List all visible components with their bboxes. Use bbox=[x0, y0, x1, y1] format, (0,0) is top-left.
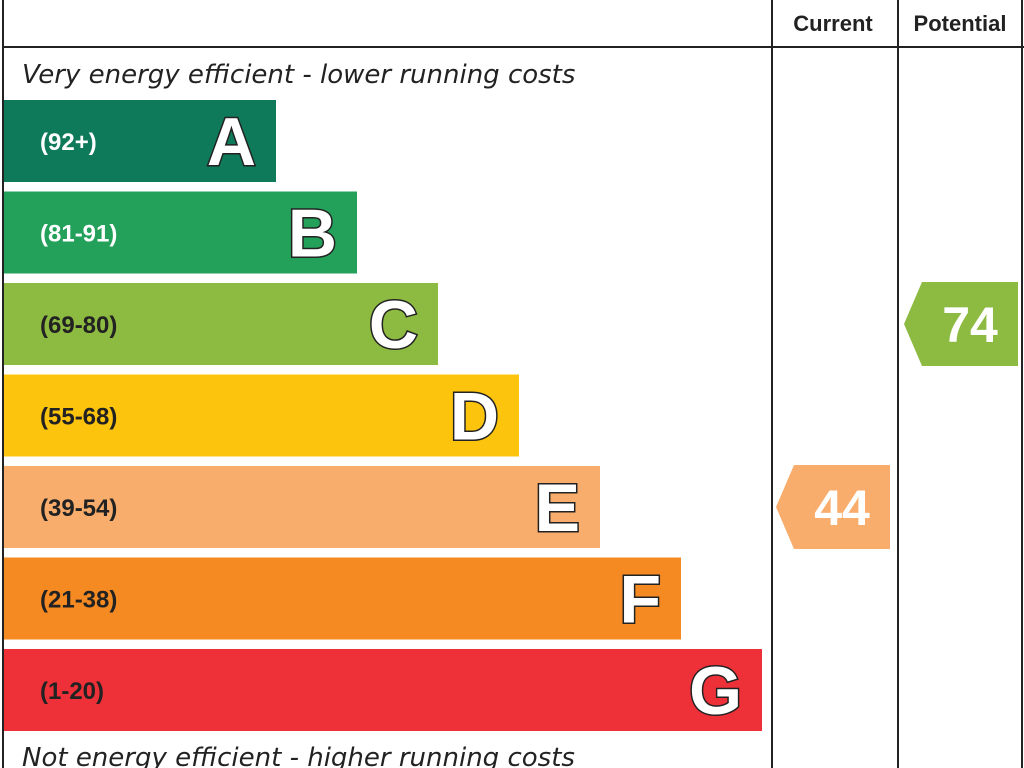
band-g: (1-20) G bbox=[4, 649, 762, 731]
band-c: (69-80) C bbox=[4, 283, 438, 365]
band-c-bar bbox=[4, 283, 438, 365]
top-caption: Very energy efficient - lower running co… bbox=[22, 60, 575, 90]
band-d-bar bbox=[4, 374, 519, 457]
band-f-letter: F bbox=[619, 562, 661, 638]
band-e: (39-54) E bbox=[4, 466, 600, 548]
current-score-arrow: 44 bbox=[776, 465, 890, 549]
band-b-letter: B bbox=[288, 196, 337, 272]
band-g-bar bbox=[4, 649, 762, 731]
band-e-letter: E bbox=[535, 470, 580, 546]
band-d-letter: D bbox=[450, 379, 499, 455]
band-b-bar bbox=[4, 191, 357, 274]
band-c-range-label: (69-80) bbox=[40, 312, 117, 339]
potential-score-shape bbox=[904, 282, 1018, 366]
band-g-letter: G bbox=[689, 653, 742, 729]
rating-bands: (92+) A (81-91) B (69-80) C (55-68) D (39-54) E (2… bbox=[4, 100, 762, 731]
band-e-bar bbox=[4, 466, 600, 548]
current-score-shape bbox=[776, 465, 890, 549]
band-a-letter: A bbox=[207, 104, 256, 180]
band-c-letter: C bbox=[369, 287, 418, 363]
band-f-range-label: (21-38) bbox=[40, 587, 117, 614]
band-f-bar bbox=[4, 557, 681, 640]
band-b-range-label: (81-91) bbox=[40, 221, 117, 248]
band-a-bar bbox=[4, 100, 276, 182]
current-column-header: Current bbox=[793, 11, 873, 36]
band-a-range-label: (92+) bbox=[40, 129, 97, 156]
band-f: (21-38) F bbox=[4, 557, 681, 640]
band-e-range-label: (39-54) bbox=[40, 495, 117, 522]
potential-column-header: Potential bbox=[914, 11, 1007, 36]
band-g-range-label: (1-20) bbox=[40, 678, 104, 705]
potential-score-value: 74 bbox=[942, 297, 998, 353]
bottom-caption: Not energy efficient - higher running co… bbox=[22, 743, 575, 768]
band-d-range-label: (55-68) bbox=[40, 404, 117, 431]
band-b: (81-91) B bbox=[4, 191, 357, 274]
potential-score-arrow: 74 bbox=[904, 282, 1018, 366]
band-d: (55-68) D bbox=[4, 374, 519, 457]
current-score-value: 44 bbox=[814, 480, 870, 536]
band-a: (92+) A bbox=[4, 100, 276, 182]
